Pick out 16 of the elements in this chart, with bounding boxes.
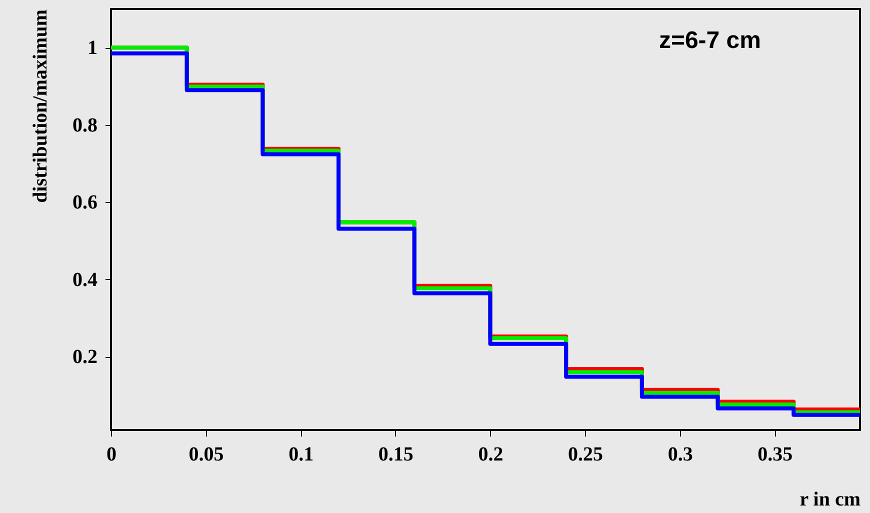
x-tick-label: 0.35 xyxy=(758,444,793,466)
x-tick-label: 0.3 xyxy=(668,444,693,466)
x-tick-label: 0.05 xyxy=(188,444,224,466)
y-tick-label: 0.2 xyxy=(72,346,98,368)
x-tick-label: 0.1 xyxy=(288,444,314,466)
y-tick-label: 0.6 xyxy=(72,192,98,214)
y-tick-label: 0.8 xyxy=(72,114,98,136)
x-tick-label: 0.2 xyxy=(478,444,504,466)
x-tick-label: 0.15 xyxy=(378,444,414,466)
y-tick-label: 1 xyxy=(88,37,98,60)
y-axis-title: distribution/maximum xyxy=(30,9,52,203)
y-tick-label: 0.4 xyxy=(72,268,98,291)
x-tick-label: 0.25 xyxy=(568,444,604,466)
x-axis-title: r in cm xyxy=(800,488,861,510)
annotation: z=6-7 cm xyxy=(658,27,761,54)
x-tick-label: 0 xyxy=(106,444,116,466)
